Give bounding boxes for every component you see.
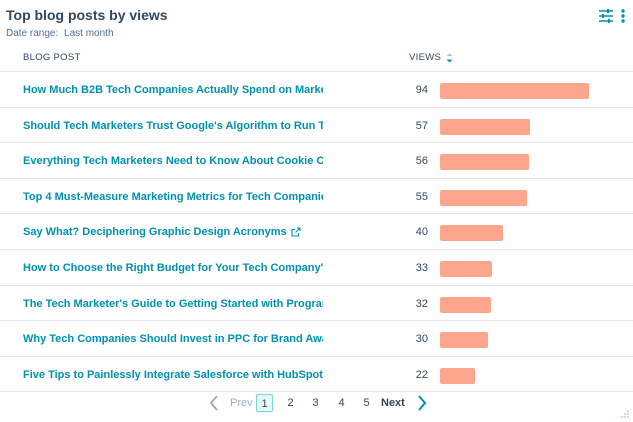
page-button-1[interactable]: 1 xyxy=(256,394,273,412)
views-value: 30 xyxy=(415,333,428,346)
table-row: Why Tech Companies Should Invest in PPC … xyxy=(0,321,633,357)
blog-post-link[interactable]: Top 4 Must-Measure Marketing Metrics for… xyxy=(23,191,323,203)
blog-post-link[interactable]: Why Tech Companies Should Invest in PPC … xyxy=(23,333,323,345)
blog-post-link[interactable]: Everything Tech Marketers Need to Know A… xyxy=(23,155,323,167)
views-value: 56 xyxy=(415,155,428,168)
views-value: 22 xyxy=(415,368,428,381)
blog-post-link[interactable]: How to Choose the Right Budget for Your … xyxy=(23,262,323,274)
views-bar xyxy=(440,154,529,171)
blog-post-title: Top 4 Must-Measure Marketing Metrics for… xyxy=(23,190,323,203)
blog-post-title: How Much B2B Tech Companies Actually Spe… xyxy=(23,84,323,96)
column-header-blog-post[interactable]: BLOG POST xyxy=(23,52,81,63)
blog-post-link[interactable]: Say What? Deciphering Graphic Design Acr… xyxy=(23,226,301,238)
resize-handle-icon[interactable] xyxy=(621,410,629,418)
table-row: How to Choose the Right Budget for Your … xyxy=(0,250,633,286)
page-button-4[interactable]: 4 xyxy=(338,397,345,409)
table-row: How Much B2B Tech Companies Actually Spe… xyxy=(0,72,633,108)
views-bar xyxy=(440,367,475,384)
date-range-label: Date range: xyxy=(6,28,59,39)
views-bar xyxy=(440,296,491,313)
table-row: Five Tips to Painlessly Integrate Salesf… xyxy=(0,357,633,393)
views-bar xyxy=(440,332,488,349)
prev-button[interactable]: Prev xyxy=(230,397,253,409)
sort-descending-icon xyxy=(446,53,453,62)
views-value: 55 xyxy=(415,190,428,203)
views-bar xyxy=(440,260,493,277)
views-value: 57 xyxy=(415,119,428,132)
page-button-3[interactable]: 3 xyxy=(312,397,319,409)
column-header-views-label: VIEWS xyxy=(409,52,442,63)
table-row: Say What? Deciphering Graphic Design Acr… xyxy=(0,214,633,250)
vertical-ellipsis-icon[interactable] xyxy=(618,8,628,24)
table-row: Should Tech Marketers Trust Google's Alg… xyxy=(0,108,633,144)
blog-post-title: How to Choose the Right Budget for Your … xyxy=(23,261,323,274)
views-value: 32 xyxy=(415,297,428,310)
sliders-icon[interactable] xyxy=(597,8,615,24)
blog-post-link[interactable]: Should Tech Marketers Trust Google's Alg… xyxy=(23,120,323,132)
page-button-2[interactable]: 2 xyxy=(287,397,294,409)
chevron-left-icon[interactable] xyxy=(208,394,220,412)
views-value: 33 xyxy=(415,261,428,274)
next-button[interactable]: Next xyxy=(381,397,405,409)
views-value: 40 xyxy=(415,226,428,239)
page-button-5[interactable]: 5 xyxy=(363,397,370,409)
header-divider xyxy=(0,71,633,72)
blog-post-title: Everything Tech Marketers Need to Know A… xyxy=(23,155,323,168)
blog-post-link[interactable]: Five Tips to Painlessly Integrate Salesf… xyxy=(23,369,323,381)
views-bar xyxy=(440,118,531,135)
table-row: Everything Tech Marketers Need to Know A… xyxy=(0,143,633,179)
widget-title: Top blog posts by views xyxy=(6,7,168,23)
column-header-views[interactable]: VIEWS xyxy=(409,52,453,63)
views-bar xyxy=(440,189,528,206)
date-range-value: Last month xyxy=(64,28,114,39)
table-row: Top 4 Must-Measure Marketing Metrics for… xyxy=(0,179,633,215)
blog-posts-table: How Much B2B Tech Companies Actually Spe… xyxy=(0,72,633,393)
blog-post-title: Say What? Deciphering Graphic Design Acr… xyxy=(23,226,287,239)
blog-post-title: Should Tech Marketers Trust Google's Alg… xyxy=(23,119,323,132)
date-range: Date range: Last month xyxy=(6,28,114,39)
views-value: 94 xyxy=(415,84,428,96)
blog-post-title: The Tech Marketer's Guide to Getting Sta… xyxy=(23,297,323,310)
blog-post-title: Why Tech Companies Should Invest in PPC … xyxy=(23,333,323,346)
blog-post-link[interactable]: The Tech Marketer's Guide to Getting Sta… xyxy=(23,298,323,310)
blog-post-link[interactable]: How Much B2B Tech Companies Actually Spe… xyxy=(23,84,323,96)
views-bar xyxy=(440,225,504,242)
views-bar xyxy=(440,83,589,99)
external-link-icon[interactable] xyxy=(291,227,301,237)
table-row: The Tech Marketer's Guide to Getting Sta… xyxy=(0,286,633,322)
chevron-right-icon[interactable] xyxy=(416,394,428,412)
blog-post-title: Five Tips to Painlessly Integrate Salesf… xyxy=(23,368,323,381)
pagination: Prev 1 2 3 4 5 Next xyxy=(0,392,633,414)
